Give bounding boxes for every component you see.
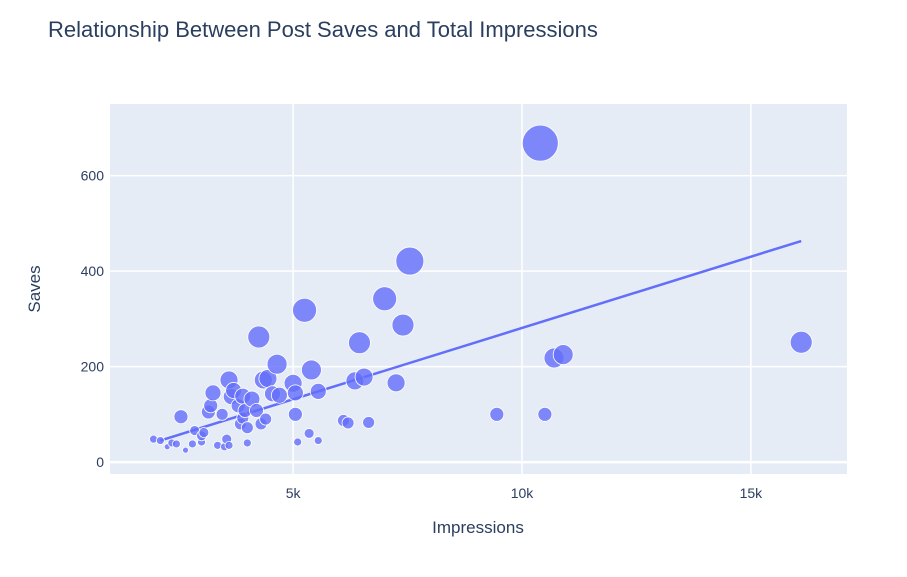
data-point <box>204 384 222 402</box>
data-point <box>395 246 425 276</box>
plot-background <box>110 104 847 474</box>
data-point <box>171 439 181 449</box>
data-point <box>155 436 165 445</box>
data-point <box>198 427 210 438</box>
trendline <box>159 239 802 442</box>
data-point <box>292 297 317 323</box>
y-tick-label: 200 <box>81 359 105 375</box>
data-point <box>313 436 323 445</box>
chart-title: Relationship Between Post Saves and Tota… <box>48 17 598 42</box>
x-tick-label: 10k <box>511 485 535 501</box>
data-point <box>354 367 374 387</box>
data-point <box>391 313 415 337</box>
data-point <box>521 124 559 162</box>
y-tick-label: 600 <box>81 168 105 184</box>
data-point <box>173 409 189 425</box>
data-point <box>215 407 229 421</box>
data-point <box>287 406 303 422</box>
data-point <box>362 416 376 429</box>
x-axis-title: Impressions <box>432 518 524 537</box>
data-point <box>182 446 189 454</box>
y-tick-label: 400 <box>81 263 105 279</box>
data-point <box>187 439 197 449</box>
grid-lines <box>110 104 847 474</box>
data-point <box>372 286 398 312</box>
data-point <box>259 412 273 426</box>
data-point <box>386 373 406 393</box>
data-point <box>270 386 288 404</box>
data-point <box>249 403 264 418</box>
data-point <box>224 440 234 450</box>
data-point <box>242 438 252 448</box>
data-points <box>149 124 813 454</box>
data-point <box>303 428 315 439</box>
data-point <box>348 331 371 355</box>
data-point <box>341 416 355 430</box>
data-point <box>247 325 271 349</box>
data-point <box>301 359 322 381</box>
x-tick-labels: 5k 10k 15k <box>286 485 763 501</box>
data-point <box>293 437 303 447</box>
y-axis-title: Saves <box>25 265 44 312</box>
data-point <box>309 383 327 400</box>
data-point <box>286 384 304 402</box>
trendline-group <box>159 239 802 442</box>
data-point <box>789 330 813 354</box>
x-tick-label: 15k <box>740 485 764 501</box>
data-point <box>552 344 574 366</box>
x-tick-label: 5k <box>286 485 302 501</box>
data-point <box>537 406 553 422</box>
y-tick-labels: 0 200 400 600 <box>81 168 105 470</box>
y-tick-label: 0 <box>96 454 104 470</box>
data-point <box>489 406 505 422</box>
data-point <box>240 421 254 435</box>
data-point <box>266 353 288 375</box>
